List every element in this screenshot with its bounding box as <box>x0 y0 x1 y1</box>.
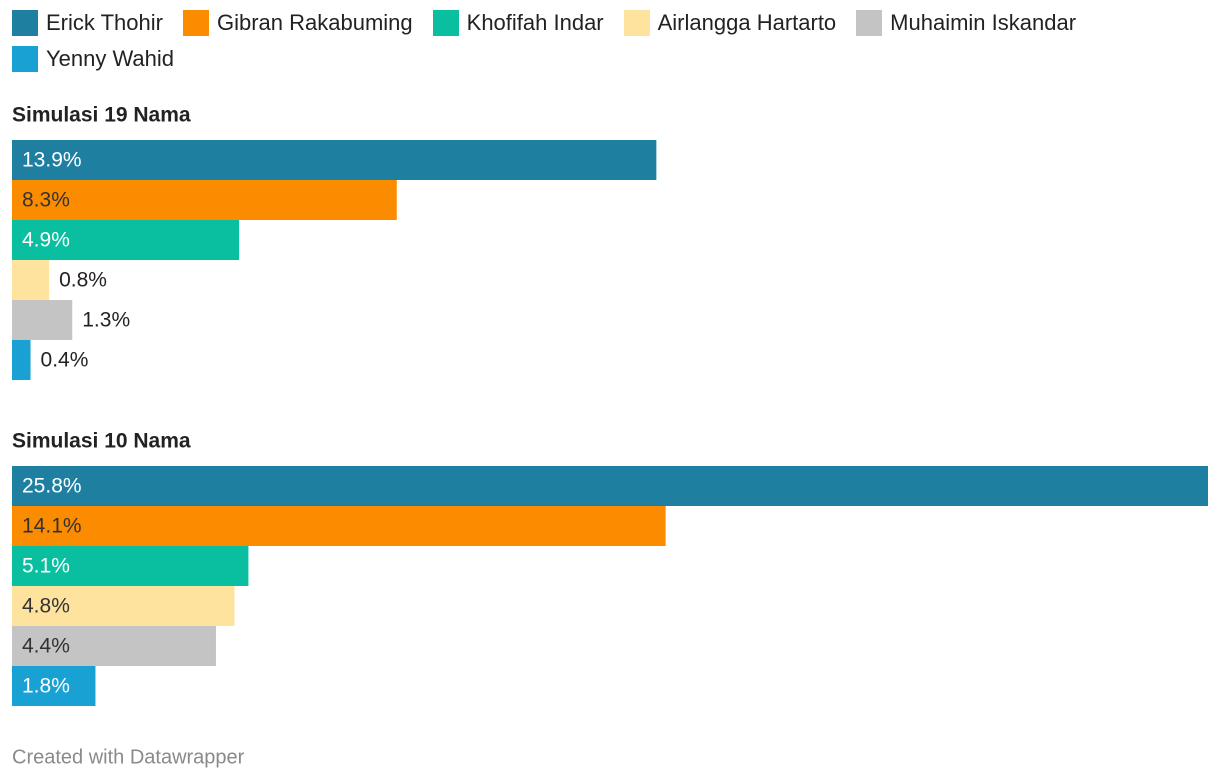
bar <box>12 260 50 300</box>
bar <box>12 220 240 260</box>
legend-swatch <box>182 10 209 36</box>
value-label: 8.3% <box>22 189 70 212</box>
legend-label: Gibran Rakabuming <box>216 10 413 35</box>
group-title: Simulasi 19 Nama <box>12 104 191 127</box>
legend-label: Yenny Wahid <box>46 46 175 71</box>
value-label: 4.4% <box>22 635 70 658</box>
group-title: Simulasi 10 Nama <box>12 430 191 453</box>
value-label: 14.1% <box>22 515 82 538</box>
legend-swatch <box>856 10 883 36</box>
legend-swatch <box>12 46 38 72</box>
credit: Created with Datawrapper <box>12 746 245 768</box>
legend-item: Erick Thohir <box>12 10 163 36</box>
legend-item: Gibran Rakabuming <box>182 10 413 36</box>
bar <box>12 666 96 706</box>
bar <box>12 586 235 626</box>
legend-label: Muhaimin Iskandar <box>890 10 1077 35</box>
legend-item: Muhaimin Iskandar <box>856 10 1076 36</box>
value-label: 1.8% <box>22 675 70 698</box>
legend-item: Airlangga Hartarto <box>623 10 837 36</box>
legend-swatch <box>12 10 38 36</box>
value-label: 5.1% <box>22 555 70 578</box>
bar <box>12 180 397 220</box>
bar <box>12 466 1208 506</box>
value-label: 4.8% <box>22 595 70 618</box>
legend-item: Yenny Wahid <box>12 46 174 72</box>
value-label: 1.3% <box>82 309 130 332</box>
value-label: 13.9% <box>22 149 82 172</box>
value-label: 4.9% <box>22 229 70 252</box>
value-label: 0.4% <box>41 349 89 372</box>
value-label: 25.8% <box>22 475 82 498</box>
legend-item: Khofifah Indar <box>432 10 604 36</box>
legend: Erick Thohir Gibran Rakabuming Khofifah In… <box>12 10 1212 72</box>
legend-swatch <box>432 10 459 36</box>
bar <box>12 506 666 546</box>
legend-label: Khofifah Indar <box>466 10 604 35</box>
bar <box>12 626 216 666</box>
value-label: 0.8% <box>59 269 107 292</box>
legend-label: Airlangga Hartarto <box>657 10 837 35</box>
legend-label: Erick Thohir <box>46 10 163 35</box>
legend-swatch <box>623 10 650 36</box>
bar <box>12 140 657 180</box>
bar <box>12 546 249 586</box>
bar <box>12 340 31 380</box>
bar <box>12 300 73 340</box>
